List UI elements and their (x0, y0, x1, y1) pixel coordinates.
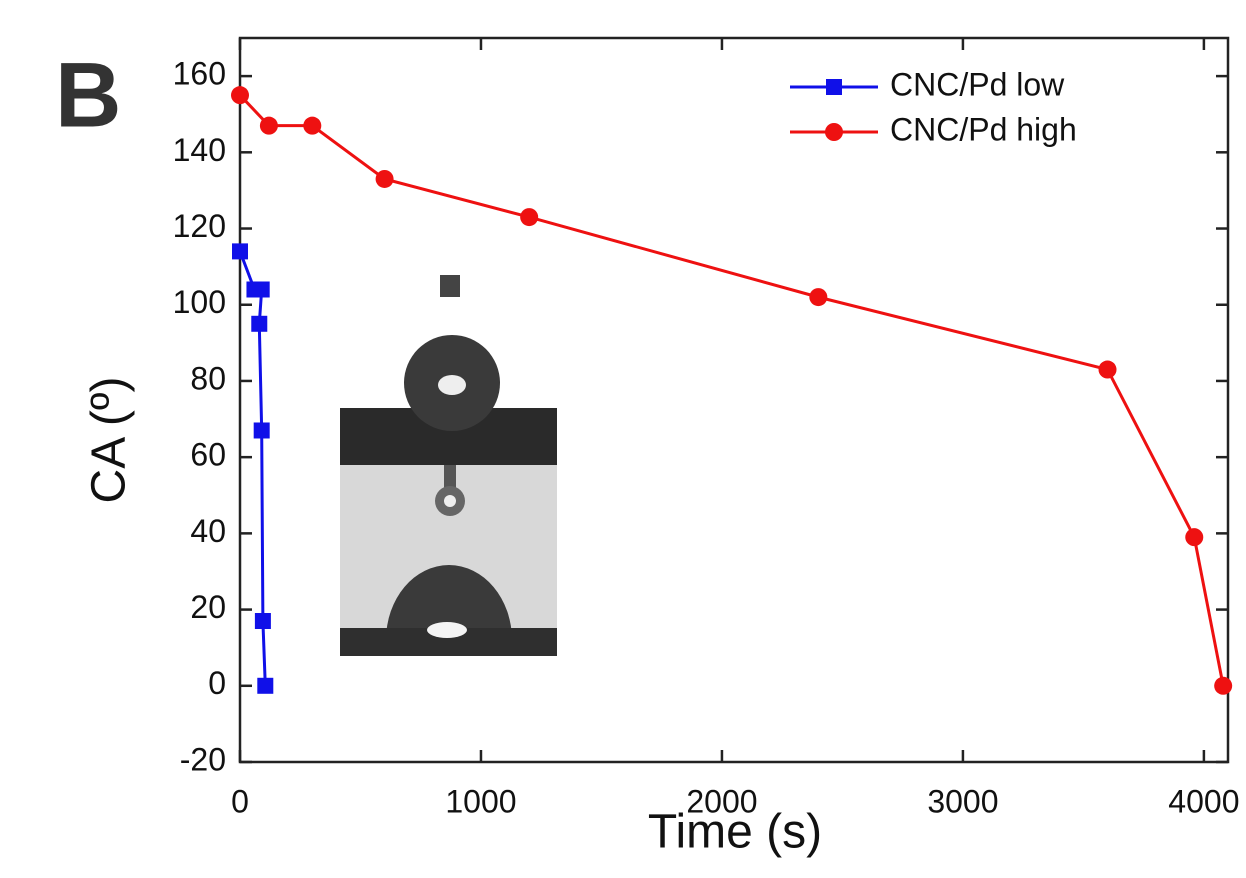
y-tick-label: 60 (190, 437, 226, 473)
y-tick-label: 160 (173, 56, 226, 92)
legend-marker (825, 123, 843, 141)
x-tick-label: 0 (231, 783, 249, 819)
data-point (1185, 528, 1204, 547)
y-tick-label: 140 (173, 132, 226, 168)
data-point (303, 116, 322, 135)
x-axis-label: Time (s) (648, 806, 822, 859)
data-point (1214, 676, 1233, 695)
data-point (809, 288, 828, 307)
data-point (231, 86, 249, 105)
legend-label: CNC/Pd low (890, 66, 1065, 102)
data-point (254, 613, 271, 630)
y-tick-label: 20 (190, 589, 226, 625)
y-tick-label: -20 (180, 741, 226, 777)
data-point (259, 116, 278, 135)
x-tick-label: 3000 (927, 783, 998, 819)
legend-marker (826, 79, 842, 95)
data-point (520, 208, 539, 227)
y-tick-label: 40 (190, 513, 226, 549)
x-tick-label: 2000 (686, 783, 757, 819)
data-point (257, 677, 274, 694)
data-point (253, 281, 270, 298)
y-tick-label: 0 (208, 665, 226, 701)
y-tick-label: 100 (173, 284, 226, 320)
panel-label: B (55, 44, 121, 146)
data-point (1098, 360, 1117, 379)
x-tick-label: 4000 (1168, 783, 1239, 819)
legend-label: CNC/Pd high (890, 111, 1077, 147)
data-point (375, 169, 394, 188)
data-point (232, 243, 248, 260)
data-point (253, 422, 270, 439)
x-tick-label: 1000 (445, 783, 516, 819)
y-axis-label: CA (º) (83, 377, 136, 504)
y-tick-label: 80 (190, 360, 226, 396)
inset-photo (340, 275, 557, 656)
plot-frame (238, 36, 1230, 764)
y-tick-label: 120 (173, 208, 226, 244)
data-point (251, 315, 268, 332)
